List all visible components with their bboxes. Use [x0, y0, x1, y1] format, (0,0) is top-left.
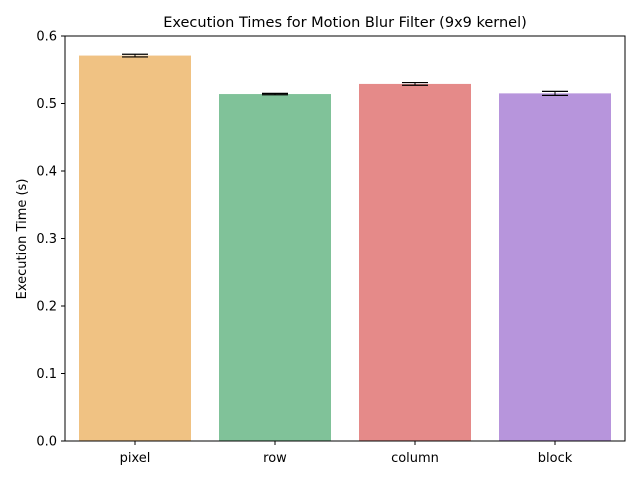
bar-column [359, 83, 471, 442]
y-axis: 0.0 0.1 0.2 0.3 0.4 0.5 0.6 [36, 30, 65, 450]
x-tick-label-column: column [391, 451, 439, 466]
bar-row [219, 94, 331, 442]
error-bar-block [542, 90, 568, 97]
y-tick-label: 0.1 [36, 367, 57, 382]
error-bars-layer [122, 53, 568, 97]
y-tick-label: 0.3 [36, 232, 57, 247]
bar-block [499, 93, 611, 441]
y-tick-label: 0.0 [36, 435, 57, 450]
y-tick-label: 0.5 [36, 97, 57, 112]
bar-pixel [79, 55, 191, 441]
x-tick-label-pixel: pixel [120, 451, 151, 466]
bars-layer [79, 55, 611, 442]
x-tick-label-row: row [263, 451, 287, 466]
error-bar-pixel [122, 53, 148, 58]
y-tick-label: 0.6 [36, 30, 57, 45]
y-axis-label: Execution Time (s) [15, 179, 30, 300]
x-tick-label-block: block [538, 451, 573, 466]
chart-title: Execution Times for Motion Blur Filter (… [163, 15, 527, 31]
y-tick-label: 0.4 [36, 165, 57, 180]
error-bar-row [262, 92, 288, 96]
error-bar-column [402, 81, 428, 86]
y-tick-label: 0.2 [36, 300, 57, 315]
x-axis: pixel row column block [120, 441, 573, 466]
